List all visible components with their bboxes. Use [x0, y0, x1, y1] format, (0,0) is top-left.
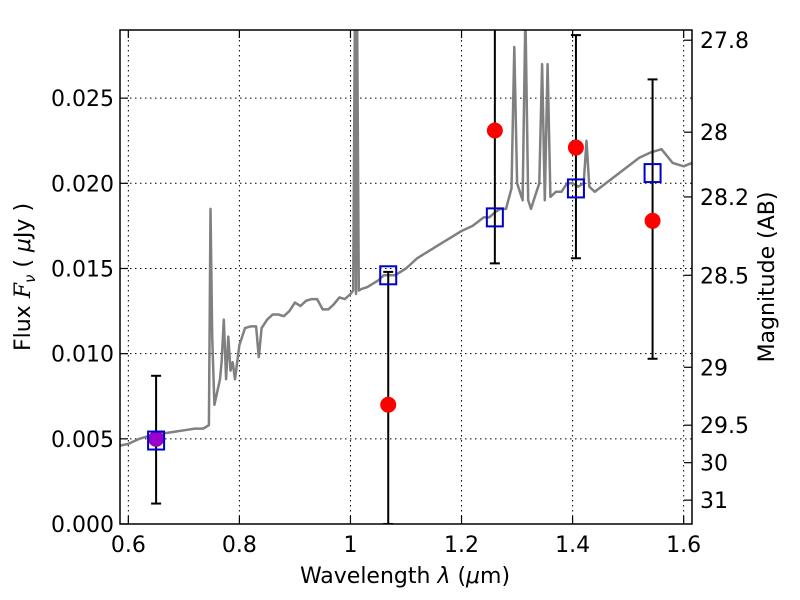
- x-tick-label: 1.2: [444, 533, 479, 558]
- x-tick-label: 0.8: [222, 533, 257, 558]
- observed-point: [380, 396, 397, 413]
- x-axis-ticks: 0.6 0.8 1 1.2 1.4 1.6: [111, 30, 701, 558]
- x-tick-label: 1.6: [666, 533, 701, 558]
- observed-points: [148, 122, 661, 447]
- model-point: [379, 265, 398, 286]
- right-tick-label: 28.5: [700, 264, 749, 289]
- y-axis-label-right: Magnitude (AB): [755, 192, 780, 363]
- x-axis-label: Wavelength λ (μm): [300, 564, 510, 589]
- model-points: [147, 163, 662, 451]
- y-axis-label-left: Flux Fν ( μJy ): [11, 203, 39, 351]
- observed-point: [567, 139, 584, 156]
- x-tick-label: 1.4: [555, 533, 590, 558]
- plot-frame: [119, 29, 693, 525]
- grid-lines: [120, 30, 692, 525]
- errorbars: [151, 30, 658, 524]
- x-tick-label: 0.6: [111, 533, 146, 558]
- right-tick-label: 29: [700, 356, 728, 381]
- plot-area: [120, 30, 692, 524]
- y-axis-ticks: 0.000 0.005 0.010 0.015 0.020 0.025: [51, 87, 128, 538]
- right-tick-label: 28.2: [700, 186, 749, 211]
- right-tick-label: 28: [700, 121, 728, 146]
- right-tick-label: 29.5: [700, 414, 749, 439]
- observed-point: [486, 122, 503, 139]
- observed-point: [644, 212, 661, 229]
- y-tick-label: 0.010: [51, 343, 114, 368]
- y-tick-label: 0.020: [51, 172, 114, 197]
- model-point: [147, 430, 166, 451]
- right-tick-label: 31: [700, 489, 728, 514]
- right-tick-label: 27.8: [700, 29, 749, 54]
- y-tick-label: 0.005: [51, 428, 114, 453]
- y-tick-label: 0.015: [51, 257, 114, 282]
- model-point: [485, 207, 504, 228]
- observed-point: [148, 430, 165, 447]
- model-point: [566, 178, 585, 199]
- right-axis-ticks: 27.8 28 28.2 28.5 29 29.5 30 31: [684, 29, 749, 514]
- model-point: [643, 163, 662, 184]
- right-tick-label: 30: [700, 452, 728, 477]
- y-tick-label: 0.000: [51, 513, 114, 538]
- spectrum-line: [120, 30, 692, 447]
- x-tick-label: 1: [343, 533, 357, 558]
- y-tick-label: 0.025: [51, 87, 114, 112]
